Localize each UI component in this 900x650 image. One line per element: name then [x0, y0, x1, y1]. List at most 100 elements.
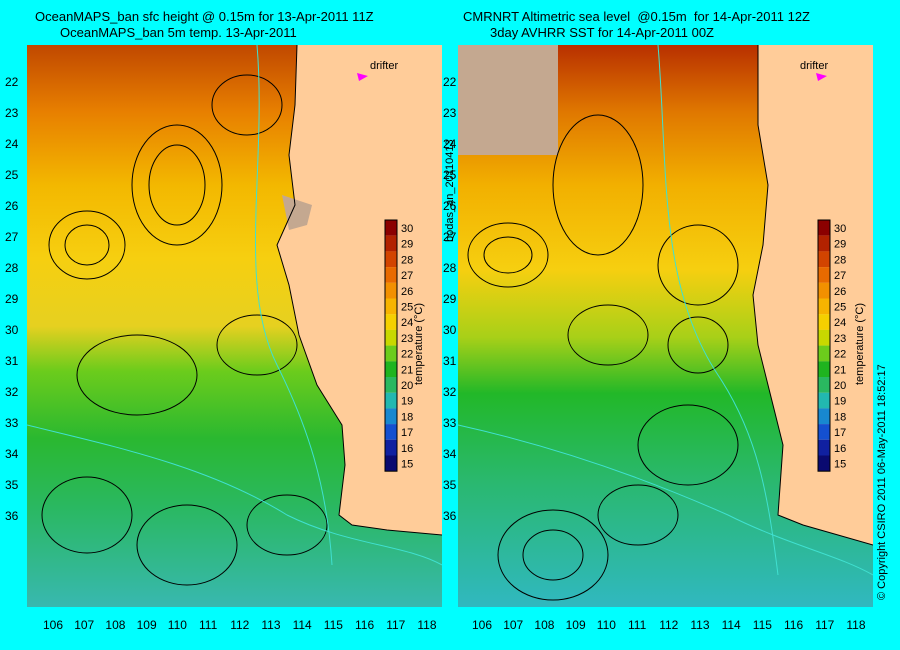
lat-tick-label: 36 [443, 509, 457, 523]
colorbar-tick-label: 25 [834, 302, 846, 314]
colorbar-tick-label: 24 [401, 317, 413, 329]
colorbar-tick-label: 20 [834, 380, 846, 392]
colorbar-tick-label: 16 [834, 443, 846, 455]
colorbar-tick-label: 18 [401, 411, 413, 423]
colorbar-swatch [818, 361, 830, 377]
lon-tick-label: 111 [628, 618, 647, 632]
colorbar-swatch [385, 345, 397, 362]
left-contours [41, 74, 328, 586]
colorbar-swatch [818, 439, 830, 456]
lon-tick-label: 113 [261, 618, 281, 632]
left-coastal-contours [27, 45, 442, 566]
right-title-line2: 3day AVHRR SST for 14-Apr-2011 00Z [490, 25, 714, 40]
lon-tick-label: 117 [386, 618, 406, 632]
lat-tick-label: 32 [443, 385, 457, 399]
lon-tick-label: 106 [472, 618, 493, 632]
colorbar-swatch [385, 439, 397, 456]
lon-tick-label: 113 [690, 618, 710, 632]
colorbar-frame [384, 219, 398, 472]
lat-tick-label: 33 [443, 416, 457, 430]
lon-tick-label: 111 [199, 618, 218, 632]
copyright-label: © Copyright CSIRO 2011 06-May-2011 18:52… [876, 364, 888, 600]
colorbar-tick-label: 16 [401, 443, 413, 455]
colorbar-swatch [818, 235, 830, 252]
lat-tick-label: 22 [5, 75, 19, 89]
lat-tick-label: 31 [5, 354, 19, 368]
colorbar-swatch [385, 455, 397, 472]
colorbar-tick-label: 23 [401, 333, 413, 345]
lon-tick-label: 108 [534, 618, 555, 632]
lat-tick-label: 28 [443, 261, 457, 275]
right-drifter-marker [816, 73, 827, 81]
colorbar-swatch [385, 424, 397, 440]
colorbar-tick-label: 29 [834, 239, 846, 251]
colorbar-tick-label: 18 [834, 411, 846, 423]
right-title-line1: CMRNRT Altimetric sea level @0.15m for 1… [463, 9, 810, 24]
colorbar-tick-label: 21 [834, 364, 846, 376]
right-coastline [752, 45, 873, 546]
left-title-line1: OceanMAPS_ban sfc height @ 0.15m for 13-… [35, 9, 374, 24]
colorbar-tick-label: 23 [834, 333, 846, 345]
colorbar-tick-label: 19 [834, 396, 846, 408]
colorbar-swatch [385, 267, 397, 283]
colorbar-tick-label: 21 [401, 364, 413, 376]
lat-tick-label: 25 [443, 168, 457, 182]
lat-tick-label: 24 [443, 137, 457, 151]
colorbar-tick-label: 29 [401, 239, 413, 251]
colorbar-tick-label: 27 [401, 270, 413, 282]
left-land-gray [282, 195, 312, 230]
colorbar-tick-label: 20 [401, 380, 413, 392]
colorbar-tick-label: 24 [834, 317, 846, 329]
right-colorbar-title: temperature (°C) [854, 303, 866, 385]
lat-tick-label: 31 [443, 354, 457, 368]
lon-tick-label: 109 [136, 618, 157, 632]
colorbar-swatch [385, 329, 397, 346]
lon-tick-label: 115 [323, 618, 343, 632]
colorbar-tick-label: 28 [401, 254, 413, 266]
lat-tick-label: 35 [443, 478, 457, 492]
run-id-label: bodas_an_20110413 [444, 139, 456, 242]
lon-tick-label: 115 [752, 618, 772, 632]
colorbar-swatch [385, 282, 397, 299]
colorbar-tick-label: 15 [401, 459, 413, 471]
lat-tick-label: 22 [443, 75, 457, 89]
colorbar-swatch [385, 361, 397, 377]
lat-tick-label: 28 [5, 261, 19, 275]
lon-tick-label: 118 [846, 618, 866, 632]
colorbar-swatch [818, 424, 830, 440]
lat-tick-label: 29 [5, 292, 19, 306]
right-sea-field [458, 45, 873, 607]
lon-tick-label: 118 [417, 618, 437, 632]
left-colorbar-title: temperature (°C) [413, 303, 425, 385]
lat-tick-label: 36 [5, 509, 19, 523]
colorbar-tick-label: 22 [401, 349, 413, 361]
right-contours [467, 114, 739, 601]
colorbar-tick-label: 30 [834, 223, 846, 235]
colorbar-swatch [385, 408, 397, 425]
right-drifter-label: drifter [800, 60, 828, 72]
colorbar-tick-label: 27 [834, 270, 846, 282]
left-map-panel: drifter 30 29 28 27 26 25 24 23 22 21 20 19 18 17 16 15… [27, 45, 442, 607]
colorbar-swatch [385, 220, 397, 236]
colorbar-tick-label: 17 [401, 427, 413, 439]
colorbar-tick-label: 28 [834, 254, 846, 266]
colorbar-tick-label: 22 [834, 349, 846, 361]
colorbar-tick-label: 17 [834, 427, 846, 439]
lat-tick-label: 34 [5, 447, 19, 461]
colorbar-tick-label: 26 [834, 286, 846, 298]
lat-tick-label: 26 [5, 199, 19, 213]
colorbar-swatch [818, 329, 830, 346]
colorbar-tick-label: 25 [401, 302, 413, 314]
colorbar-swatch [818, 282, 830, 299]
right-coastal-contours [458, 45, 873, 576]
lon-tick-label: 110 [596, 618, 616, 632]
left-title-line2: OceanMAPS_ban 5m temp. 13-Apr-2011 [60, 25, 297, 40]
colorbar-frame [817, 219, 831, 472]
left-drifter-marker [357, 73, 368, 81]
right-cloud-gray [458, 45, 568, 155]
lon-tick-label: 112 [230, 618, 250, 632]
lat-tick-label: 29 [443, 292, 457, 306]
lon-tick-label: 110 [167, 618, 187, 632]
right-colorbar: 30 29 28 27 26 25 24 23 22 21 20 19 18 17 16 15 tempera… [817, 219, 866, 472]
lon-tick-label: 108 [105, 618, 126, 632]
